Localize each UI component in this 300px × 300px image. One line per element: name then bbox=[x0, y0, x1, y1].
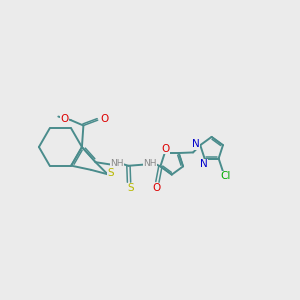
Text: O: O bbox=[161, 143, 170, 154]
Text: N: N bbox=[192, 139, 199, 149]
Text: NH: NH bbox=[110, 159, 124, 168]
Text: O: O bbox=[153, 184, 161, 194]
Text: O: O bbox=[60, 114, 68, 124]
Text: O: O bbox=[100, 114, 108, 124]
Text: S: S bbox=[127, 183, 134, 193]
Text: N: N bbox=[200, 160, 207, 170]
Text: NH: NH bbox=[143, 159, 157, 168]
Text: S: S bbox=[108, 168, 115, 178]
Text: Cl: Cl bbox=[220, 171, 231, 182]
